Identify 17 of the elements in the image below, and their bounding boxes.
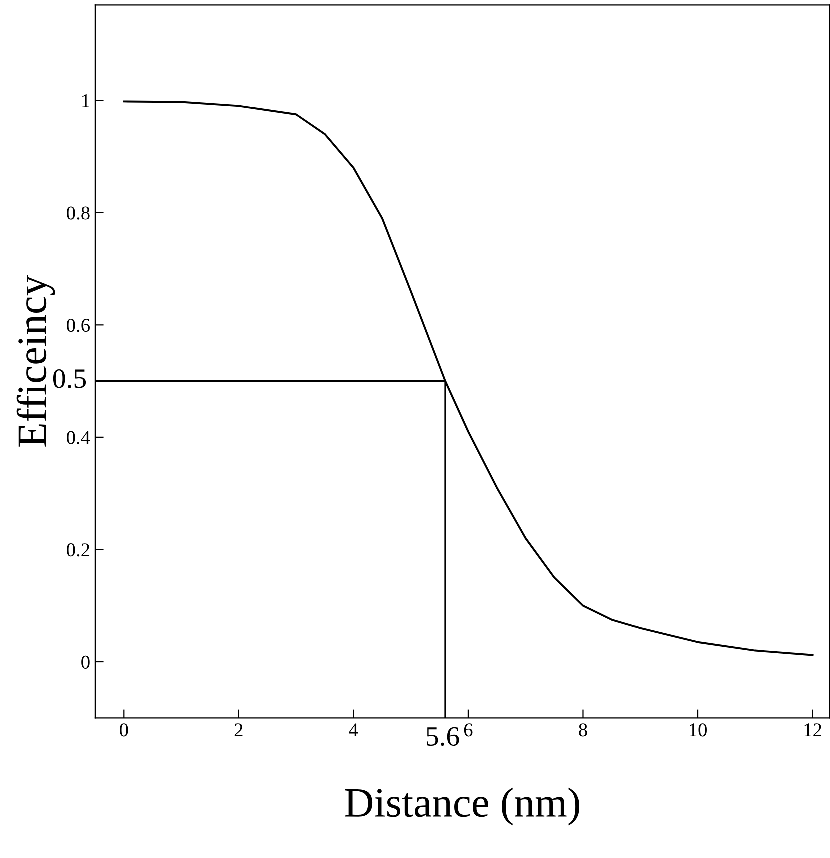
x-tick-label: 6 bbox=[464, 724, 473, 737]
y-tick-label: 0.2 bbox=[67, 544, 90, 557]
x-axis-title: Distance (nm) bbox=[345, 788, 580, 826]
ref-line-label: 5.6 bbox=[426, 727, 460, 746]
y-tick-label: 0.4 bbox=[67, 431, 90, 444]
ref-line-label: 0.5 bbox=[53, 370, 86, 388]
y-tick-label: 0 bbox=[82, 656, 90, 669]
x-tick-label: 12 bbox=[804, 724, 822, 736]
x-tick-label: 4 bbox=[349, 724, 358, 736]
x-tick-label: 0 bbox=[120, 724, 128, 737]
y-tick-label: 0.8 bbox=[67, 206, 90, 220]
x-tick-label: 10 bbox=[690, 724, 707, 737]
y-tick-label: 0.6 bbox=[67, 318, 90, 332]
x-tick-label: 8 bbox=[579, 724, 588, 737]
y-tick-label: 1 bbox=[82, 94, 90, 108]
x-tick-label: 2 bbox=[234, 724, 243, 736]
y-axis-title: Efficeincy bbox=[16, 275, 56, 447]
